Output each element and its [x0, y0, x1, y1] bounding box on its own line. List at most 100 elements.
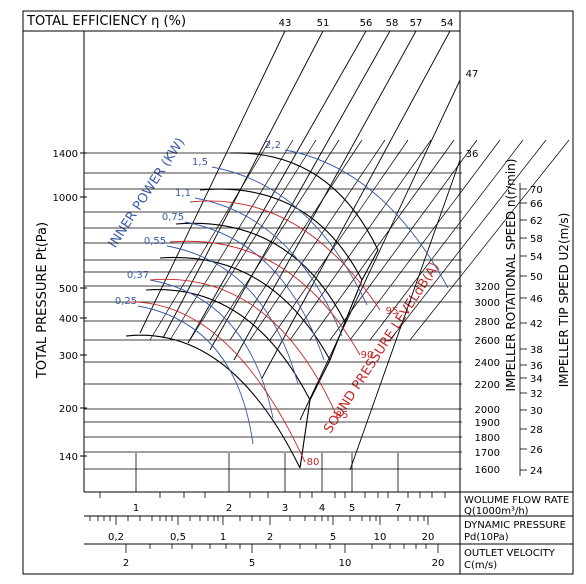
diagonal-gridline: [229, 139, 363, 341]
sound-curves: [127, 200, 381, 463]
diagonal-gridline: [189, 139, 317, 341]
tip-tick-label: 46: [530, 294, 543, 305]
diagonal-gridline: [409, 139, 570, 341]
speed-tick-label: 2800: [475, 317, 500, 328]
dp-tick-label: 10: [374, 532, 387, 543]
speed-tick-label: 2600: [475, 336, 500, 347]
diagonal-gridline: [349, 139, 501, 341]
power-curve: [149, 279, 274, 419]
speed-tick-label: 1900: [475, 418, 500, 429]
envelope-line: [299, 249, 379, 469]
speed-tick-label: 1700: [475, 448, 500, 459]
tip-tick-label: 58: [530, 234, 543, 245]
sound-curve: [189, 200, 381, 311]
y-tick-label: 1000: [53, 193, 78, 204]
efficiency-label: 43: [279, 18, 292, 29]
sound-curve: [149, 278, 336, 413]
tick-labels: 1400 1000 500 400 300 200 140 3200 3000 2800 2600 2…: [53, 18, 543, 569]
pressure-curve: [229, 152, 379, 251]
pressure-gridlines: [84, 152, 462, 470]
y-axis-label: TOTAL PRESSURE Pt(Pa): [35, 222, 50, 379]
sound-curve: [127, 301, 306, 463]
dp-tick-label: 0,2: [108, 532, 124, 543]
efficiency-label: 57: [410, 18, 423, 29]
tip-speed-axis-label: IMPELLER TIP SPEED U2(m/s): [557, 213, 571, 388]
flow-tick-label: 2: [226, 503, 232, 514]
power-label: 0,37: [127, 270, 149, 281]
tip-tick-label: 62: [530, 216, 543, 227]
speed-tick-label: 1800: [475, 433, 500, 444]
velocity-tick-label: 2: [123, 558, 129, 569]
sound-label: 95: [386, 306, 399, 317]
pressure-curve: [199, 188, 363, 281]
speed-axis-label: IMPELLER ROTATIONAL SPEED n(r/min): [504, 159, 518, 392]
speed-tick-label: 3000: [475, 298, 500, 309]
efficiency-label: 51: [317, 18, 330, 29]
tip-tick-label: 54: [530, 252, 543, 263]
efficiency-line: [261, 30, 451, 379]
tip-tick-label: 32: [530, 389, 543, 400]
tip-tick-label: 26: [530, 445, 543, 456]
diagonal-gridline: [309, 139, 455, 341]
flow-axis-label-2: Q(1000m³/h): [464, 506, 529, 517]
power-curve: [194, 197, 343, 337]
flow-axis-label-1: WOLUME FLOW RATE: [464, 495, 569, 506]
dp-tick-label: 20: [422, 532, 435, 543]
power-label: 0,55: [144, 236, 166, 247]
power-label: 1,5: [192, 157, 208, 168]
speed-tick-label: 1600: [475, 465, 500, 476]
flow-tick-label: 7: [395, 503, 401, 514]
diagonal-gridline: [149, 139, 271, 341]
tip-tick-label: 38: [530, 345, 543, 356]
y-tick-label: 140: [59, 452, 78, 463]
dp-tick-label: 1: [220, 532, 226, 543]
y-tick-label: 400: [59, 314, 78, 325]
chart-title: TOTAL EFFICIENCY η (%): [26, 14, 186, 29]
diagonal-gridline: [169, 139, 294, 341]
tip-tick-label: 36: [530, 361, 543, 372]
diagonal-gridline: [329, 139, 478, 341]
speed-tick-label: 3200: [475, 282, 500, 293]
efficiency-label: 54: [441, 18, 454, 29]
tip-tick-label: 28: [530, 425, 543, 436]
efficiency-label: 58: [386, 18, 399, 29]
velocity-axis-label-2: C(m/s): [464, 560, 497, 571]
efficiency-line: [209, 30, 391, 351]
power-curves: [137, 149, 449, 445]
velocity-tick-label: 10: [339, 558, 352, 569]
y-tick-label: 200: [59, 404, 78, 415]
y-tick-label: 500: [59, 284, 78, 295]
power-curve: [184, 221, 325, 361]
dp-tick-label: 5: [330, 532, 336, 543]
tip-tick-label: 24: [530, 466, 543, 477]
sound-label: 90: [361, 350, 374, 361]
power-label: 0,75: [162, 212, 184, 223]
speed-tick-label: 2400: [475, 358, 500, 369]
diagonal-gridline: [269, 139, 409, 341]
tip-tick-label: 70: [530, 185, 543, 196]
velocity-axis-label-1: OUTLET VELOCITY: [464, 548, 556, 559]
efficiency-line: [187, 30, 367, 344]
diagonal-gridline: [369, 139, 524, 341]
chart-frame: [22, 10, 574, 575]
tip-tick-label: 42: [530, 319, 543, 330]
efficiency-label: 47: [466, 69, 479, 80]
tip-tick-label: 30: [530, 406, 543, 417]
tip-tick-label: 50: [530, 272, 543, 283]
power-curve: [137, 305, 254, 445]
efficiency-lines: [139, 30, 570, 471]
power-label: 2,2: [265, 140, 281, 151]
velocity-tick-label: 5: [249, 558, 255, 569]
flow-gridlines: [135, 453, 399, 492]
efficiency-label: 56: [360, 18, 373, 29]
power-curve: [211, 166, 368, 306]
power-label: 0,25: [115, 296, 137, 307]
diagonal-gridline: [209, 139, 340, 341]
efficiency-line: [299, 79, 461, 421]
dp-tick-label: 2: [267, 532, 273, 543]
flow-tick-label: 3: [282, 503, 288, 514]
y-tick-label: 1400: [53, 149, 78, 160]
power-curve: [284, 149, 449, 289]
velocity-tick-label: 20: [432, 558, 445, 569]
